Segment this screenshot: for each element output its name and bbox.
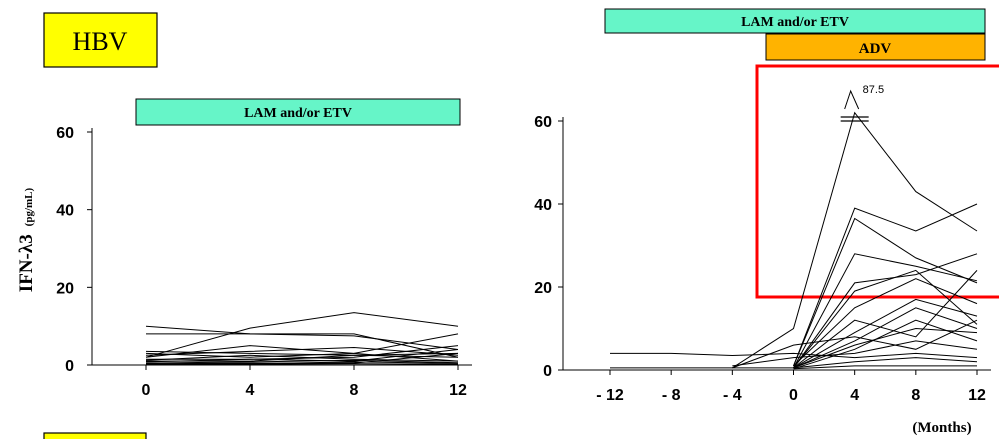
adv-bar <box>765 33 986 61</box>
series-line-14 <box>732 340 978 367</box>
lower-badge <box>43 432 147 439</box>
y-tick-label: 60 <box>534 114 552 131</box>
x-tick-label: 8 <box>350 382 359 399</box>
adv-label: ADV <box>859 41 892 57</box>
right-treatment-bar <box>604 8 986 34</box>
x-tick-label: - 8 <box>662 387 681 404</box>
left-treatment-label: LAM and/or ETV <box>244 106 352 121</box>
hbv-label: HBV <box>73 27 128 56</box>
highlight-box <box>755 64 999 299</box>
y-tick-label: 0 <box>543 363 552 380</box>
series-line-3 <box>793 203 978 367</box>
series-line-8 <box>793 278 978 367</box>
y-tick-label: 0 <box>65 358 74 375</box>
series-line-2 <box>146 333 459 358</box>
x-axis-months-label: (Months) <box>912 420 971 436</box>
y-axis-unit: (pg/mL) <box>23 187 35 226</box>
series-line-3 <box>145 312 459 358</box>
x-tick-label: 4 <box>850 387 859 404</box>
series-line-5 <box>793 253 978 369</box>
series-line-1 <box>145 325 459 350</box>
y-tick-label: 40 <box>534 197 552 214</box>
series-line-11 <box>145 349 459 363</box>
svg-text:IFN-λ3 (pg/mL): IFN-λ3 (pg/mL) <box>16 187 37 292</box>
series-line-15 <box>793 357 978 369</box>
right-treatment-label: LAM and/or ETV <box>741 15 849 30</box>
x-tick-label: 0 <box>142 382 151 399</box>
hbv-badge <box>43 12 158 68</box>
y-axis-label: IFN-λ3 (pg/mL) <box>16 187 37 292</box>
series-line-12 <box>732 319 978 369</box>
left-treatment-bar <box>135 98 461 126</box>
left-chart: 0 20 40 60 0 4 8 12 <box>56 125 472 399</box>
series-line-10 <box>146 354 459 362</box>
x-tick-label: 12 <box>968 387 986 404</box>
y-tick-label: 20 <box>56 280 74 297</box>
series-line-13 <box>793 319 978 370</box>
y-tick-label: 60 <box>56 125 74 142</box>
series-line-9 <box>793 270 978 369</box>
y-tick-label: 40 <box>56 203 74 220</box>
right-chart: 0 20 40 60 - 12 - 8 - 4 0 4 8 12 87.5 <box>534 84 991 404</box>
series-line-15 <box>145 363 459 366</box>
series-line-9 <box>145 354 459 362</box>
series-line-10 <box>793 298 978 369</box>
series-line-7 <box>793 269 978 369</box>
series-line-11 <box>793 307 978 369</box>
peak-marker <box>844 89 860 110</box>
series-line-4 <box>145 350 459 356</box>
x-tick-label: 12 <box>449 382 467 399</box>
x-tick-label: - 12 <box>596 387 624 404</box>
series-line-7 <box>145 345 459 362</box>
y-axis-title: IFN-λ3 <box>16 234 37 292</box>
series-line-2 <box>610 111 978 369</box>
x-tick-label: 8 <box>911 387 920 404</box>
series-line-4 <box>793 217 978 367</box>
x-tick-label: - 4 <box>723 387 742 404</box>
x-tick-label: 0 <box>789 387 798 404</box>
y-tick-label: 20 <box>534 280 552 297</box>
x-tick-label: 4 <box>246 382 255 399</box>
series-line-5 <box>145 333 459 358</box>
series-line-12 <box>145 359 459 364</box>
series-line-16 <box>793 365 977 370</box>
series-line-1 <box>610 352 978 359</box>
series-line-6 <box>793 253 978 369</box>
peak-value-label: 87.5 <box>863 84 884 96</box>
series-line-17 <box>732 327 978 369</box>
